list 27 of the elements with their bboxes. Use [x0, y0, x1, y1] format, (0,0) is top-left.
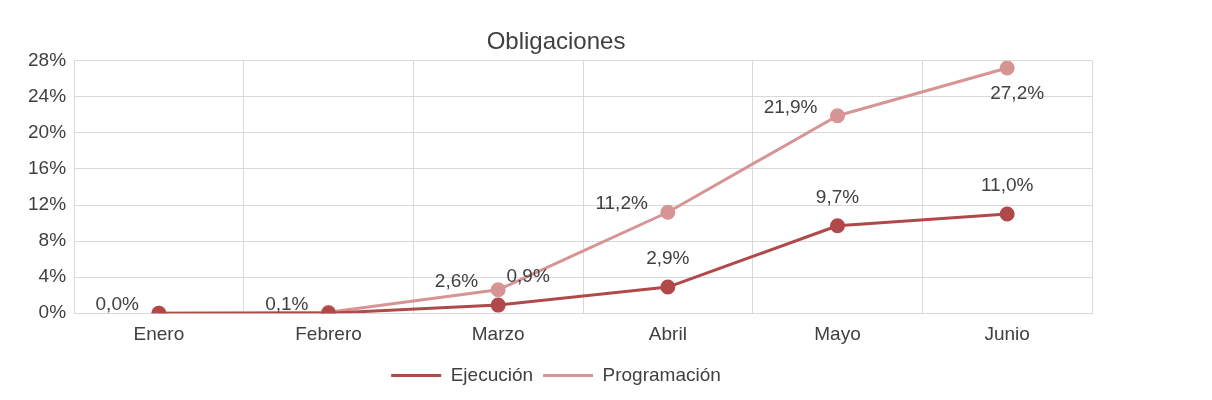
y-tick-label: 0%	[38, 301, 67, 323]
data-label: 0,0%	[95, 293, 139, 315]
data-label: 11,2%	[595, 192, 648, 214]
x-tick-label: Marzo	[471, 322, 525, 344]
data-label: 21,9%	[763, 96, 818, 118]
x-tick-label: Mayo	[814, 322, 861, 344]
y-tick-label: 20%	[28, 121, 67, 143]
data-label: 2,6%	[434, 270, 479, 291]
y-tick-label: 12%	[28, 193, 67, 215]
data-label: 11,0%	[980, 174, 1034, 196]
data-label: 0,1%	[265, 292, 309, 314]
y-tick-label: 28%	[28, 49, 67, 71]
x-tick-label: Junio	[984, 322, 1030, 344]
legend-label: Ejecución	[450, 363, 534, 385]
data-label: 27,2%	[990, 82, 1045, 104]
y-tick-label: 8%	[38, 229, 67, 251]
x-tick-label: Enero	[133, 322, 185, 344]
legend-label: Programación	[602, 363, 721, 385]
x-tick-label: Abril	[648, 322, 687, 344]
y-tick-label: 24%	[28, 85, 67, 107]
chart-title: Obligaciones	[486, 27, 626, 55]
x-tick-label: Febrero	[295, 322, 362, 344]
data-label: 0,9%	[506, 265, 550, 287]
y-tick-label: 4%	[38, 265, 67, 287]
data-label: 2,9%	[646, 247, 690, 269]
data-label: 9,7%	[815, 186, 860, 207]
y-tick-label: 16%	[28, 157, 67, 179]
